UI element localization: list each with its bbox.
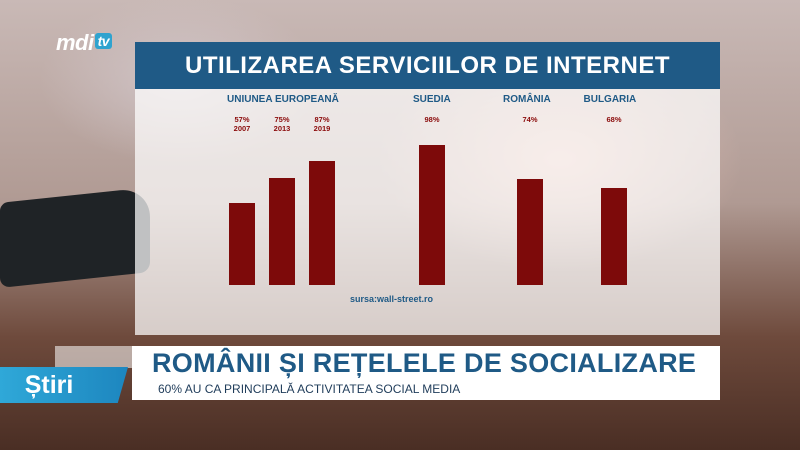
chart-panel: UTILIZAREA SERVICIILOR DE INTERNET UNIUN… bbox=[135, 42, 720, 335]
group-label: BULGARIA bbox=[583, 94, 637, 105]
bar bbox=[517, 179, 543, 285]
section-label: Știri bbox=[24, 370, 74, 399]
bar bbox=[419, 144, 445, 285]
year-label: 2013 bbox=[273, 124, 291, 133]
data-label: 87% bbox=[314, 115, 330, 124]
lower-third-accent bbox=[55, 346, 133, 368]
data-label: 74% bbox=[522, 115, 538, 124]
subheadline: 60% AU CA PRINCIPALĂ ACTIVITATEA SOCIAL … bbox=[158, 382, 461, 396]
bar bbox=[601, 187, 627, 285]
chart-header: UTILIZAREA SERVICIILOR DE INTERNET bbox=[135, 42, 720, 89]
group-label: SUEDIA bbox=[413, 94, 451, 105]
year-label: 2007 bbox=[233, 124, 251, 133]
bar bbox=[309, 160, 335, 285]
data-label: 98% bbox=[424, 115, 440, 124]
chart-title: UTILIZAREA SERVICIILOR DE INTERNET bbox=[184, 51, 671, 79]
chart-source: sursa:wall-street.ro bbox=[350, 294, 434, 304]
group-label: UNIUNEA EUROPEANĂ bbox=[227, 94, 339, 105]
group-label: ROMÂNIA bbox=[503, 94, 551, 105]
data-label: 75% bbox=[274, 115, 290, 124]
logo-badge: tv bbox=[94, 33, 113, 49]
section-badge: Știri bbox=[0, 367, 128, 403]
lower-third: ROMÂNII ȘI REȚELELE DE SOCIALIZARE 60% A… bbox=[132, 346, 720, 400]
channel-logo: mdi tv bbox=[56, 30, 113, 56]
year-label: 2019 bbox=[313, 124, 331, 133]
keyboard-photo-detail bbox=[0, 187, 150, 288]
headline: ROMÂNII ȘI REȚELELE DE SOCIALIZARE bbox=[152, 348, 697, 378]
logo-text: mdi bbox=[56, 30, 94, 55]
bar bbox=[269, 177, 295, 285]
data-label: 57% bbox=[234, 115, 250, 124]
bar bbox=[229, 203, 255, 285]
data-label: 68% bbox=[606, 115, 622, 124]
